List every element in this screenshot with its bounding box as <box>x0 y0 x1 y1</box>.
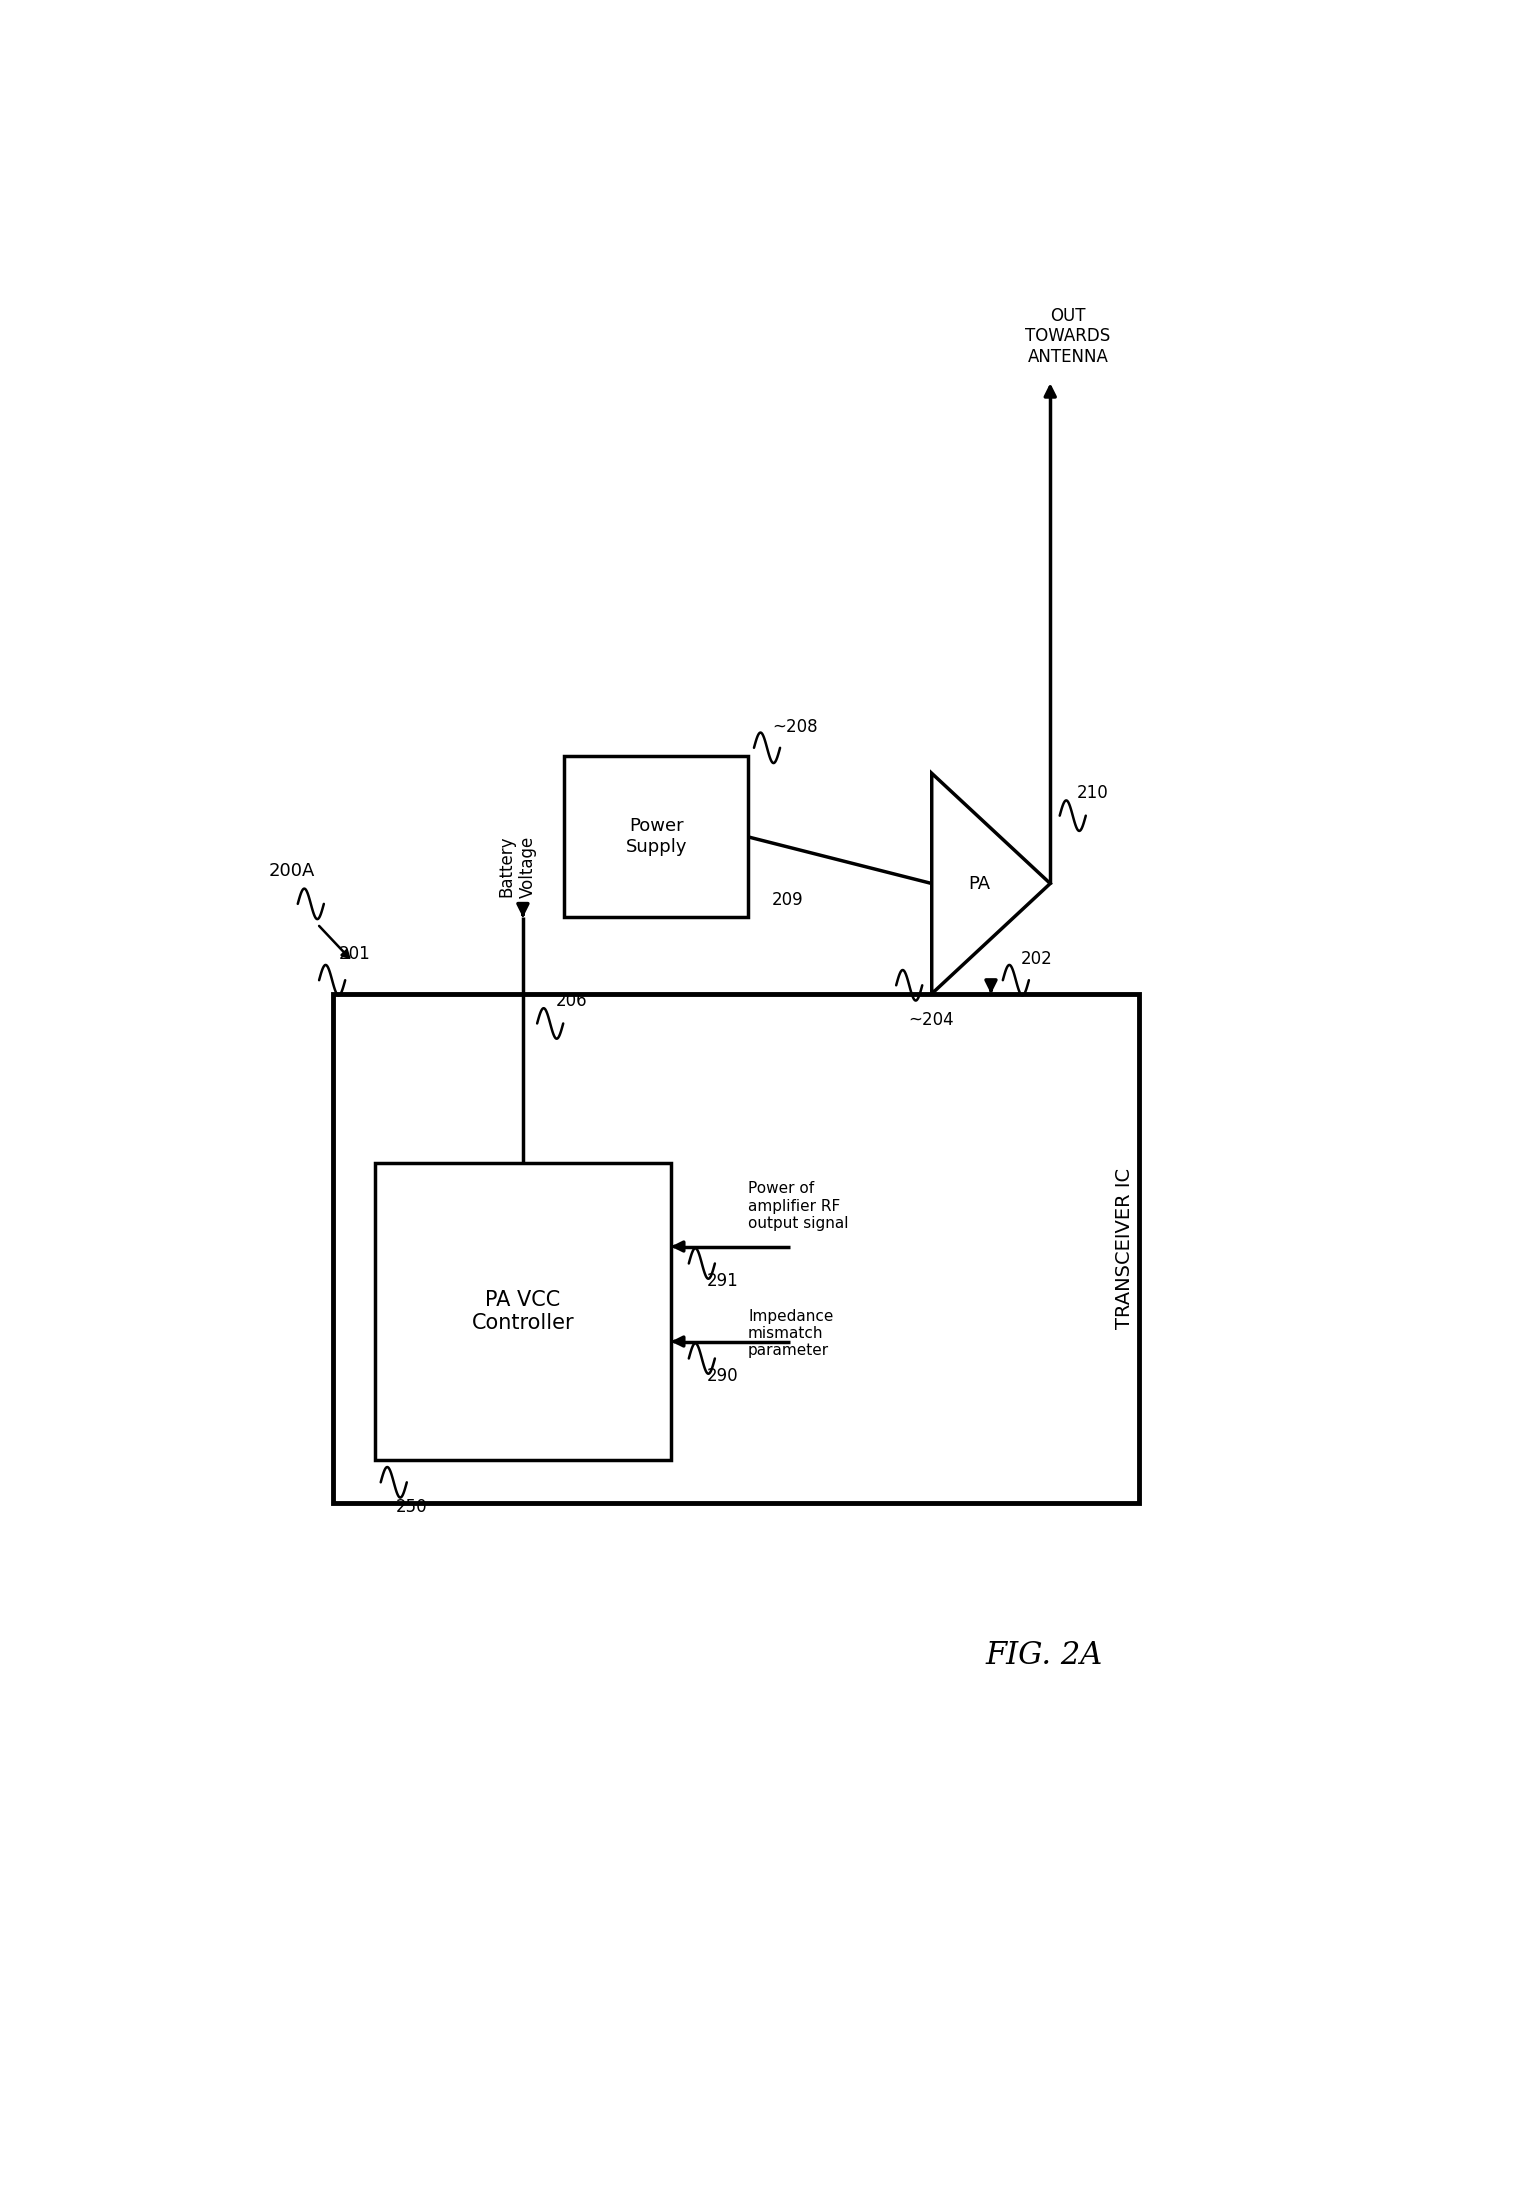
Bar <box>564 756 748 916</box>
Text: ~204: ~204 <box>908 1011 954 1029</box>
Text: 210: 210 <box>1076 784 1109 802</box>
Text: PA: PA <box>968 875 991 892</box>
Bar <box>333 994 1139 1502</box>
Text: ~208: ~208 <box>772 718 818 736</box>
Text: FIG. 2A: FIG. 2A <box>986 1639 1102 1670</box>
Text: 200A: 200A <box>268 861 315 881</box>
Text: Power
Supply: Power Supply <box>625 817 687 857</box>
Text: PA VCC
Controller: PA VCC Controller <box>471 1291 575 1333</box>
Text: 206: 206 <box>557 991 587 1009</box>
Text: 290: 290 <box>706 1366 739 1386</box>
Text: 201: 201 <box>339 945 372 963</box>
Text: TRANSCEIVER IC: TRANSCEIVER IC <box>1115 1168 1135 1328</box>
Text: 209: 209 <box>772 890 803 910</box>
Text: Impedance
mismatch
parameter: Impedance mismatch parameter <box>748 1309 833 1359</box>
Text: 291: 291 <box>706 1271 739 1291</box>
Text: Battery
Voltage: Battery Voltage <box>497 835 537 897</box>
Text: 250: 250 <box>396 1498 428 1516</box>
Text: OUT
TOWARDS
ANTENNA: OUT TOWARDS ANTENNA <box>1026 306 1110 366</box>
Bar <box>375 1163 671 1461</box>
Text: Power of
amplifier RF
output signal: Power of amplifier RF output signal <box>748 1181 849 1231</box>
Text: 202: 202 <box>1021 949 1052 969</box>
